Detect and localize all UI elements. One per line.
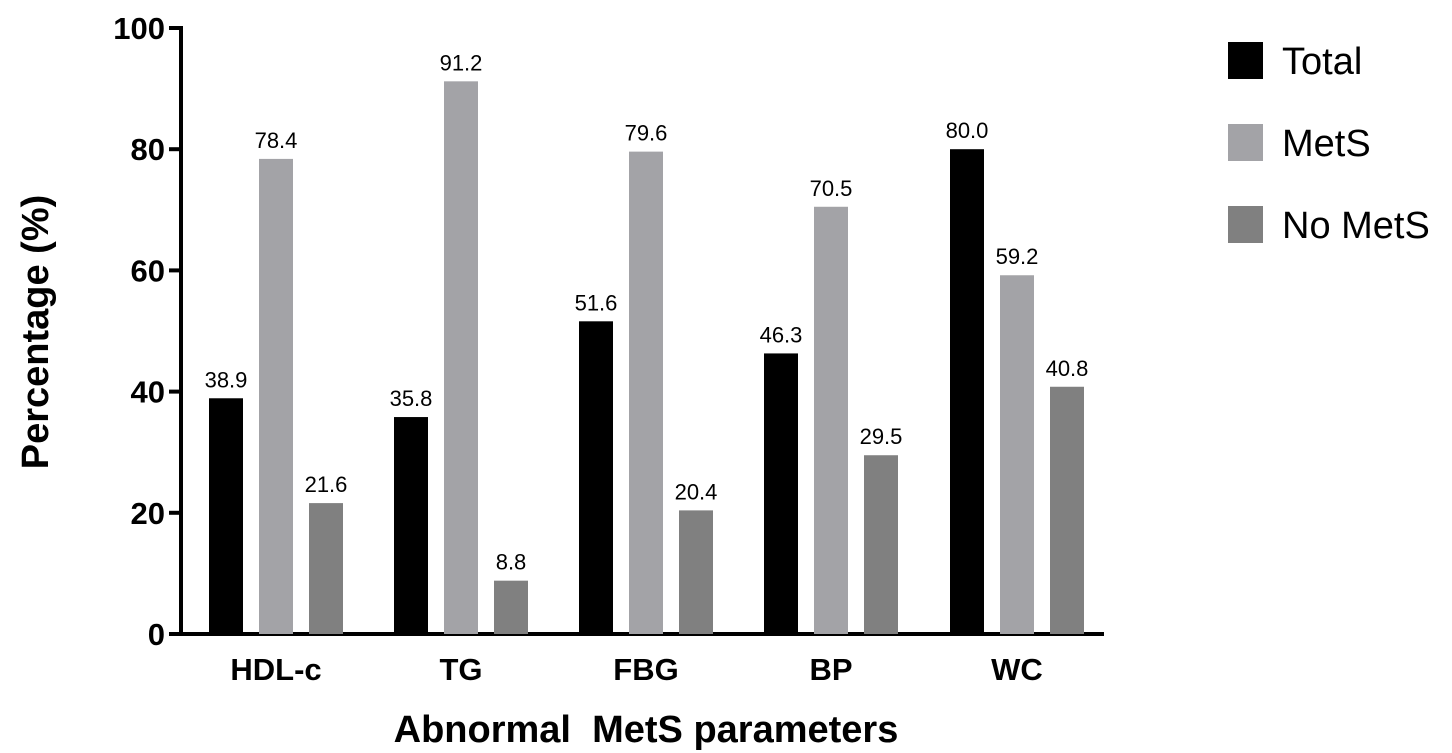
bar-mets: [629, 151, 663, 634]
data-label-no-mets: 21.6: [305, 472, 348, 497]
data-label-total: 51.6: [575, 290, 618, 315]
y-axis-title-group: Percentage (%): [15, 195, 57, 470]
data-label-total: 38.9: [205, 367, 248, 392]
bar-total: [394, 417, 428, 634]
data-label-mets: 70.5: [810, 176, 853, 201]
data-label-mets: 91.2: [440, 50, 483, 75]
data-label-total: 35.8: [390, 386, 433, 411]
y-tick-label: 40: [131, 375, 165, 410]
x-tick-label: WC: [991, 652, 1043, 687]
bar-no-mets: [679, 510, 713, 634]
x-tick-label: BP: [809, 652, 852, 687]
bar-no-mets: [1050, 386, 1084, 634]
y-axis-title: Percentage (%): [15, 195, 57, 470]
data-label-total: 46.3: [760, 322, 803, 347]
y-tick-label: 0: [148, 617, 165, 652]
data-label-mets: 78.4: [255, 128, 298, 153]
data-label-total: 80.0: [946, 118, 989, 143]
bar-mets: [444, 81, 478, 634]
data-label-no-mets: 40.8: [1046, 356, 1089, 381]
y-tick-label: 60: [131, 253, 165, 288]
data-label-mets: 79.6: [625, 121, 668, 146]
bar-total: [209, 398, 243, 634]
data-label-no-mets: 20.4: [675, 479, 718, 504]
legend-label-total: Total: [1282, 41, 1362, 83]
y-tick-label: 100: [113, 11, 165, 46]
bar-no-mets: [864, 455, 898, 634]
plot-area: 0 20 40 60 80 100 38.9 78.4 21.6 HDL-c 35.8 91.2 8.8…: [113, 11, 1104, 687]
legend-swatch-no-mets: [1228, 206, 1263, 243]
legend-swatch-total: [1228, 42, 1263, 79]
y-tick-label: 80: [131, 132, 165, 167]
bar-no-mets: [494, 580, 528, 634]
x-axis-title: Abnormal MetS parameters: [394, 709, 899, 751]
bar-no-mets: [309, 503, 343, 634]
bar-total: [579, 321, 613, 634]
bar-total: [950, 149, 984, 634]
x-tick-label: FBG: [613, 652, 678, 687]
legend-label-no-mets: No MetS: [1282, 205, 1430, 247]
bar-mets: [259, 158, 293, 634]
bar-total: [764, 353, 798, 634]
data-label-no-mets: 8.8: [496, 550, 527, 575]
bar-mets: [1000, 275, 1034, 634]
data-label-no-mets: 29.5: [860, 424, 903, 449]
legend-label-mets: MetS: [1282, 123, 1371, 165]
legend-swatch-mets: [1228, 124, 1263, 161]
data-label-mets: 59.2: [996, 244, 1039, 269]
bar-mets: [814, 206, 848, 634]
y-tick-label: 20: [131, 496, 165, 531]
legend: Total MetS No MetS: [1228, 41, 1430, 247]
x-tick-label: TG: [439, 652, 482, 687]
x-tick-label: HDL-c: [230, 652, 321, 687]
